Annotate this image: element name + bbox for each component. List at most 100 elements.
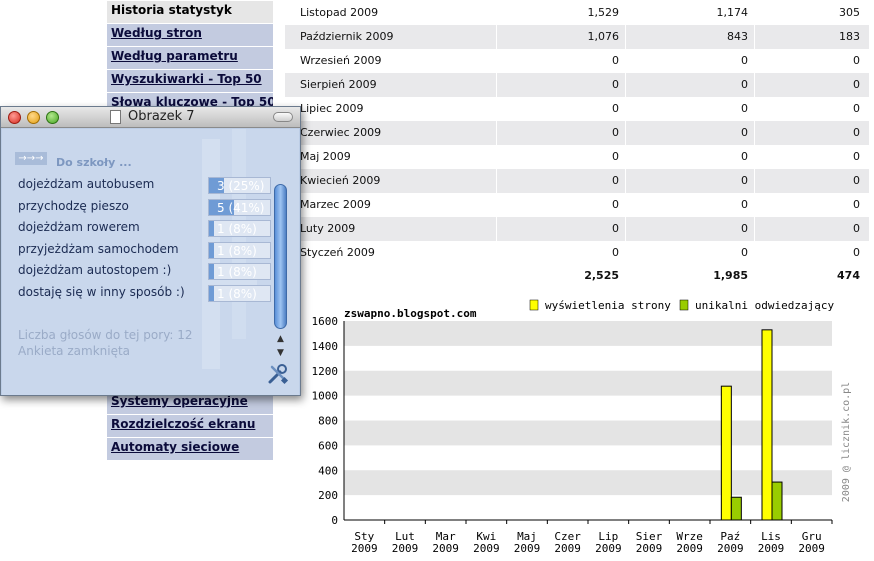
chart-grid-band	[344, 420, 832, 446]
tools-icon[interactable]	[267, 363, 289, 385]
table-cell-col3: 0	[754, 193, 869, 217]
chart-watermark: 2009 @ licznik.co.pl	[841, 382, 852, 502]
poll-option: dojeżdżam rowerem 1 (8%)	[18, 220, 273, 238]
bar-views	[720, 385, 732, 521]
legend-swatch	[529, 299, 539, 311]
y-tick-label: 1600	[312, 315, 339, 328]
poll-result-bar: 1 (8%)	[208, 220, 271, 237]
poll-window: Obrazek 7 →→→ Do szkoły ... dojeżdżam au…	[0, 106, 301, 396]
table-cell-unique: 0	[625, 193, 753, 217]
nav-item-wyszukiwarki[interactable]: Wyszukiwarki - Top 50	[107, 70, 273, 92]
table-cell-col3: 0	[754, 49, 869, 73]
table-row: Październik 2009 1,076 843 183	[285, 25, 869, 49]
poll-result-bar: 1 (8%)	[208, 241, 271, 259]
bar-views	[761, 329, 773, 521]
table-row: Sierpień 2009 0 0 0	[285, 73, 869, 97]
table-cell-month: Luty 2009	[300, 222, 356, 235]
table-cell-views: 0	[496, 49, 624, 73]
x-tick-label: 2009	[392, 542, 419, 555]
close-window-button[interactable]	[8, 111, 21, 124]
x-tick-label: Sty	[354, 530, 374, 543]
nav-item-wedlug-parametru[interactable]: Według parametru	[107, 47, 273, 69]
table-cell-col3: 183	[754, 25, 869, 49]
table-cell-unique: 0	[625, 97, 753, 121]
x-tick-label: Lip	[598, 530, 618, 543]
x-tick-label: Lut	[395, 530, 415, 543]
table-cell-month: Lipiec 2009	[300, 102, 364, 115]
nav-item-wedlug-stron[interactable]: Według stron	[107, 24, 273, 46]
x-tick-label: 2009	[717, 542, 744, 555]
document-icon	[110, 110, 121, 124]
table-cell-unique: 0	[625, 73, 753, 97]
legend-label: unikalni odwiedzający	[695, 299, 834, 312]
zoom-window-button[interactable]	[46, 111, 59, 124]
nav-item-historia-statystyk[interactable]: Historia statystyk	[107, 1, 273, 23]
poll-option: dostaję się w inny sposób :) 1 (8%)	[18, 284, 273, 303]
poll-scrollbar[interactable]: ▲ ▼	[272, 176, 289, 371]
y-tick-label: 200	[318, 489, 338, 502]
poll-result-value: 3 (25%)	[217, 179, 265, 193]
table-cell-views: 0	[496, 73, 624, 97]
table-cell-unique: 0	[625, 145, 753, 169]
x-tick-label: 2009	[798, 542, 825, 555]
minimize-window-button[interactable]	[27, 111, 40, 124]
chart-grid-band	[344, 370, 832, 396]
table-cell-month: Wrzesień 2009	[300, 54, 382, 67]
table-cell-unique: 0	[625, 169, 753, 193]
poll-option-label: dojeżdżam rowerem	[18, 220, 140, 234]
nav-item-systemy-operacyjne[interactable]: Systemy operacyjne	[107, 392, 273, 414]
poll-result-fill	[209, 199, 234, 215]
poll-option-label: przyjeżdżam samochodem	[18, 241, 179, 256]
x-tick-label: Sier	[636, 530, 663, 543]
x-tick-label: 2009	[473, 542, 500, 555]
table-row: Listopad 2009 1,529 1,174 305	[285, 1, 869, 25]
table-cell-views: 1,529	[496, 1, 624, 25]
table-cell-month: Marzec 2009	[300, 198, 371, 211]
x-tick-label: 2009	[432, 542, 459, 555]
table-cell-month: Kwiecień 2009	[300, 174, 381, 187]
table-cell-views: 0	[496, 217, 624, 241]
table-row: Luty 2009 0 0 0	[285, 217, 869, 241]
poll-result-value: 5 (41%)	[217, 200, 265, 215]
poll-option-label: dojeżdżam autostopem :)	[18, 263, 172, 277]
y-tick-label: 800	[318, 415, 338, 428]
table-cell-col3: 0	[754, 97, 869, 121]
poll-result-fill	[209, 264, 214, 279]
table-total-col3: 474	[754, 264, 869, 288]
x-tick-label: Mar	[436, 530, 456, 543]
poll-result-value: 1 (8%)	[217, 286, 257, 301]
x-tick-label: 2009	[595, 542, 622, 555]
x-tick-label: Wrze	[676, 530, 703, 543]
table-cell-col3: 0	[754, 121, 869, 145]
scrollbar-thumb[interactable]	[274, 184, 287, 329]
stats-chart: 0 200 400 600 800 1000 1200 1400 1600 Sty 2009 Lut 2…	[288, 290, 868, 561]
nav-item-automaty-sieciowe[interactable]: Automaty sieciowe	[107, 438, 273, 460]
poll-heading: Do szkoły ...	[56, 156, 132, 169]
poll-result-value: 1 (8%)	[217, 222, 257, 236]
scroll-up-arrow-icon[interactable]: ▲	[277, 334, 284, 344]
table-row: Styczeń 2009 0 0 0	[285, 241, 869, 265]
table-cell-unique: 1,174	[625, 1, 753, 25]
table-row: Lipiec 2009 0 0 0	[285, 97, 869, 121]
y-tick-label: 1400	[312, 340, 339, 353]
table-row: Marzec 2009 0 0 0	[285, 193, 869, 217]
y-tick-label: 600	[318, 439, 338, 452]
table-cell-col3: 0	[754, 217, 869, 241]
table-cell-unique: 0	[625, 241, 753, 265]
x-tick-label: Maj	[517, 530, 537, 543]
table-cell-unique: 0	[625, 121, 753, 145]
y-tick-label: 0	[331, 514, 338, 527]
scroll-down-arrow-icon[interactable]: ▼	[277, 348, 284, 358]
table-cell-month: Styczeń 2009	[300, 246, 375, 259]
x-tick-label: Lis	[761, 530, 781, 543]
window-titlebar[interactable]: Obrazek 7	[1, 107, 300, 128]
poll-votes-count: Liczba głosów do tej pory: 12	[18, 328, 193, 342]
chart-title: zswapno.blogspot.com	[344, 307, 477, 320]
table-cell-unique: 0	[625, 217, 753, 241]
arrow-right-icon: →→→	[15, 152, 47, 165]
nav-item-rozdzielczosc-ekranu[interactable]: Rozdzielczość ekranu	[107, 415, 273, 437]
poll-result-fill	[209, 178, 224, 193]
table-total-views: 2,525	[496, 264, 624, 288]
table-row: Kwiecień 2009 0 0 0	[285, 169, 869, 193]
toolbar-toggle-button[interactable]	[273, 112, 293, 122]
